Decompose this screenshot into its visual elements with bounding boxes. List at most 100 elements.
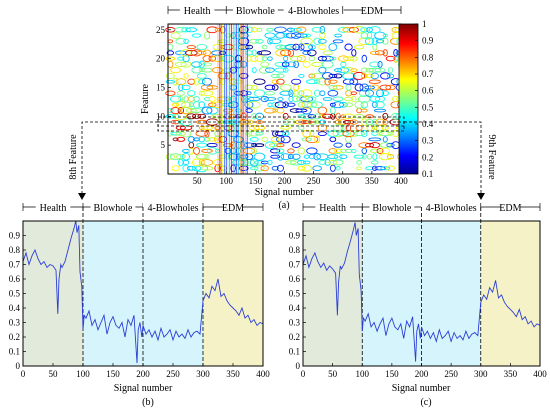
- contour-line: [254, 164, 265, 172]
- contour-line: [276, 136, 285, 143]
- contour-line: [286, 27, 295, 32]
- contour-line: [201, 148, 213, 153]
- contour-line: [183, 73, 189, 79]
- contour-line: [293, 89, 299, 97]
- segment-label-bg: [369, 200, 415, 214]
- x-tick-label: 400: [256, 369, 270, 379]
- contour-line: [382, 49, 388, 57]
- contour-line: [207, 102, 217, 108]
- contour-line: [300, 89, 313, 98]
- colorbar-tick-label: 0.5: [422, 102, 434, 112]
- contour-line: [312, 113, 322, 120]
- segment-label-bg: [223, 200, 243, 214]
- contour-line: [306, 147, 318, 155]
- contour-line: [255, 120, 263, 124]
- contour-line: [290, 32, 302, 39]
- contour-line: [302, 160, 311, 165]
- contour-line: [378, 131, 392, 137]
- contour-line: [165, 56, 176, 61]
- contour-line: [365, 89, 375, 97]
- segment-label-edm: EDM: [222, 203, 244, 214]
- x-tick-label: 100: [76, 369, 90, 379]
- contour-line: [290, 159, 303, 166]
- segment-label-bg: [179, 3, 215, 17]
- contour-line: [385, 84, 396, 91]
- x-tick-label: 300: [196, 369, 210, 379]
- y-tick-label: 0.4: [9, 303, 21, 313]
- contour-line: [365, 67, 374, 73]
- panel-a-xlabel: Signal number: [255, 187, 314, 198]
- contour-line: [170, 32, 181, 39]
- panel-a-y-ticks: 5 10 15 20 25: [156, 25, 171, 150]
- background-band: [23, 221, 83, 366]
- contour-line: [308, 73, 316, 79]
- y-tick-label: 0: [16, 361, 21, 371]
- contour-line: [377, 131, 383, 137]
- contour-line: [285, 61, 297, 68]
- contour-line: [280, 153, 291, 161]
- contour-line: [322, 72, 334, 80]
- contour-line: [342, 26, 355, 33]
- contour-line: [386, 142, 395, 148]
- contour-line: [208, 55, 217, 62]
- contour-line: [361, 118, 368, 127]
- contour-line: [279, 84, 292, 91]
- contour-line: [200, 159, 214, 166]
- segment-label-blowhole: Blowhole: [94, 203, 133, 214]
- contour-line: [334, 33, 343, 38]
- segment-label-bg: [500, 200, 521, 214]
- background-band: [362, 221, 422, 366]
- contour-line: [263, 97, 277, 101]
- contour-line: [287, 148, 295, 154]
- contour-line: [335, 112, 341, 120]
- contour-line: [191, 158, 202, 167]
- contour-line: [368, 67, 382, 73]
- contour-line: [356, 166, 362, 171]
- contour-line: [170, 67, 181, 74]
- x-tick-label: 150: [385, 369, 399, 379]
- background-band: [203, 221, 263, 366]
- contour-line: [175, 50, 187, 56]
- contour-line: [359, 83, 370, 92]
- panel-b-x-ticks: 0 50 100 150 200 250 300 350 400: [21, 363, 270, 379]
- contour-line: [309, 129, 315, 138]
- contour-line: [374, 67, 386, 73]
- contour-line: [181, 84, 191, 91]
- contour-line: [300, 37, 313, 46]
- contour-line: [375, 89, 385, 98]
- contour-line: [295, 33, 308, 38]
- contour-line: [306, 102, 318, 108]
- contour-line: [196, 119, 208, 125]
- contour-line: [301, 164, 312, 172]
- contour-line: [302, 60, 311, 68]
- contour-line: [203, 31, 211, 40]
- contour-line: [337, 131, 349, 137]
- contour-line: [371, 101, 378, 108]
- contour-line: [345, 135, 353, 144]
- contour-line: [270, 148, 281, 154]
- contour-line: [254, 112, 265, 120]
- contour-line: [260, 95, 269, 103]
- contour-line: [329, 136, 337, 143]
- contour-line: [275, 44, 286, 50]
- panel-a: Health Blowhole 4-Blowholes EDM 50 100 150 200…: [68, 3, 497, 211]
- contour-line: [198, 60, 205, 69]
- contour-line: [366, 26, 373, 33]
- contour-line: [264, 141, 276, 149]
- contour-line: [187, 78, 196, 85]
- contour-line: [328, 84, 338, 90]
- contour-line: [196, 50, 207, 55]
- contour-line: [330, 112, 336, 120]
- segment-label-health: Health: [40, 203, 67, 214]
- contour-line: [327, 89, 339, 97]
- contour-line: [277, 97, 284, 101]
- contour-line: [175, 78, 187, 86]
- contour-line: [208, 95, 216, 103]
- contour-line: [206, 106, 219, 115]
- contour-line: [307, 114, 317, 119]
- contour-line: [318, 114, 326, 119]
- contour-line: [335, 166, 341, 171]
- contour-line: [185, 27, 198, 33]
- y-tick-label: 0.5: [9, 289, 21, 299]
- contour-line: [172, 77, 179, 86]
